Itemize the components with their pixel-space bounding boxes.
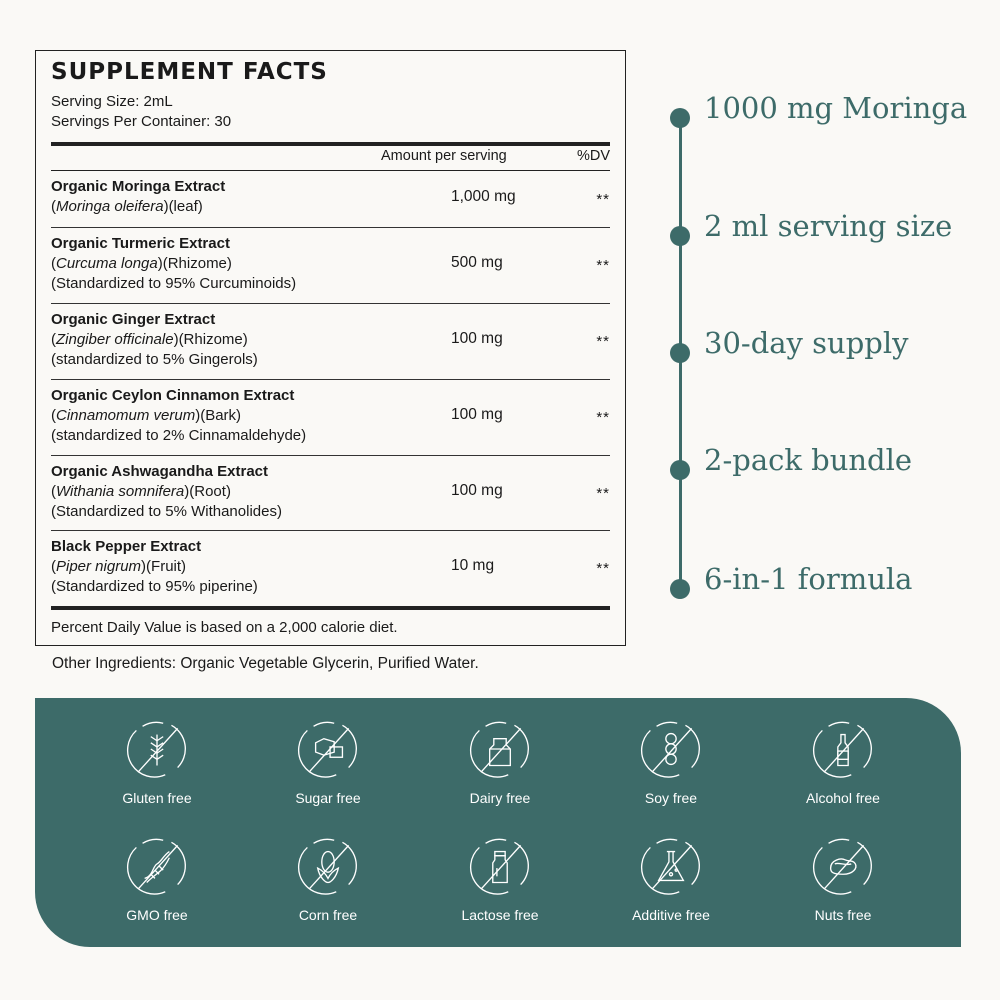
dna-icon (127, 838, 186, 895)
badge-label: Soy free (644, 790, 698, 806)
facts-row: Organic Moringa Extract (Moringa oleifera… (51, 171, 610, 228)
standardization: (Standardized to 5% Withanolides) (51, 503, 282, 520)
badge-label: Lactose free (461, 907, 539, 923)
badge-sugar-free: Sugar free (258, 716, 398, 806)
badge-label: GMO free (126, 907, 188, 923)
badge-alcohol-free: Alcohol free (773, 716, 913, 806)
badge-soy-free: Soy free (601, 716, 741, 806)
ingredient-name: Organic Turmeric Extract (51, 235, 230, 252)
badge-nuts-free: Nuts free (773, 833, 913, 923)
daily-value: ** (596, 409, 610, 426)
amount: 100 mg (451, 330, 503, 347)
ingredient-name: Organic Ashwagandha Extract (51, 463, 269, 480)
thick-rule (51, 142, 610, 146)
flask-icon (641, 838, 700, 895)
daily-value: ** (596, 560, 610, 577)
badge-label: Dairy free (469, 790, 531, 806)
servings-per-container: Servings Per Container: 30 (51, 113, 232, 130)
badge-label: Additive free (632, 907, 710, 923)
facts-row: Organic Ceylon Cinnamon Extract (Cinnamom… (51, 380, 610, 456)
highlight-text: 2-pack bundle (704, 443, 913, 477)
latin-name: Cinnamomum verum (56, 407, 196, 424)
milk-carton-icon (470, 721, 529, 778)
badge-label: Sugar free (295, 790, 361, 806)
latin-name: Curcuma longa (56, 255, 158, 272)
highlight-text: 1000 mg Moringa (704, 91, 968, 125)
amount-header: Amount per serving (381, 148, 507, 164)
ingredient-name: Black Pepper Extract (51, 538, 202, 555)
highlight-text: 30-day supply (704, 326, 909, 360)
plant-part: (Rhizome) (162, 255, 232, 272)
bottle-icon (813, 721, 872, 778)
amount: 100 mg (451, 482, 503, 499)
latin-name: Withania somnifera (56, 483, 185, 500)
timeline-dot-icon (670, 226, 690, 246)
standardization: (standardized to 5% Gingerols) (51, 351, 258, 368)
sugar-cubes-icon (298, 721, 357, 778)
plant-part: (Rhizome) (178, 331, 248, 348)
standardization: (standardized to 2% Cinnamaldehyde) (51, 427, 307, 444)
latin-name: Moringa oleifera (56, 198, 164, 215)
timeline-dot-icon (670, 460, 690, 480)
facts-title: SUPPLEMENT FACTS (51, 59, 328, 85)
latin-name: Piper nigrum (56, 558, 142, 575)
badge-lactose-free: Lactose free (430, 833, 570, 923)
plant-part: (leaf) (168, 198, 203, 215)
dv-header: %DV (576, 148, 610, 164)
amount: 1,000 mg (451, 188, 516, 205)
plant-part: (Fruit) (146, 558, 187, 575)
facts-row: Organic Turmeric Extract (Curcuma longa)(… (51, 228, 610, 304)
other-ingredients: Other Ingredients: Organic Vegetable Gly… (52, 655, 479, 672)
badge-gmo-free: GMO free (87, 833, 227, 923)
timeline-dot-icon (670, 343, 690, 363)
free-from-panel (35, 698, 961, 947)
milk-bottle-icon (470, 838, 529, 895)
timeline-dot-icon (670, 108, 690, 128)
nut-icon (813, 838, 872, 895)
thin-rule (51, 170, 610, 171)
timeline-dot-icon (670, 579, 690, 599)
badge-label: Gluten free (122, 790, 192, 806)
corn-icon (298, 838, 357, 895)
amount: 10 mg (451, 557, 495, 574)
amount: 500 mg (451, 254, 503, 271)
badge-gluten-free: Gluten free (87, 716, 227, 806)
plant-part: (Root) (189, 483, 231, 500)
badge-label: Corn free (298, 907, 358, 923)
latin-name: Zingiber officinale (56, 331, 174, 348)
thick-rule (51, 606, 610, 610)
standardization: (Standardized to 95% Curcuminoids) (51, 275, 297, 292)
highlight-text: 6-in-1 formula (704, 562, 913, 596)
daily-value: ** (596, 191, 610, 208)
daily-value: ** (596, 485, 610, 502)
daily-value: ** (596, 257, 610, 274)
facts-row: Organic Ginger Extract (Zingiber officina… (51, 304, 610, 380)
badge-dairy-free: Dairy free (430, 716, 570, 806)
standardization: (Standardized to 95% piperine) (51, 578, 258, 595)
footnote: Percent Daily Value is based on a 2,000 … (51, 619, 398, 636)
badge-additive-free: Additive free (601, 833, 741, 923)
highlight-text: 2 ml serving size (704, 209, 953, 243)
badge-corn-free: Corn free (258, 833, 398, 923)
serving-size: Serving Size: 2mL (51, 93, 173, 110)
amount: 100 mg (451, 406, 503, 423)
wheat-icon (127, 721, 186, 778)
daily-value: ** (596, 333, 610, 350)
ingredient-name: Organic Ceylon Cinnamon Extract (51, 387, 295, 404)
facts-row: Organic Ashwagandha Extract (Withania som… (51, 456, 610, 531)
badge-label: Nuts free (814, 907, 872, 923)
ingredient-name: Organic Ginger Extract (51, 311, 216, 328)
ingredient-name: Organic Moringa Extract (51, 178, 226, 195)
badge-label: Alcohol free (806, 790, 880, 806)
supplement-facts-panel: SUPPLEMENT FACTS Serving Size: 2mL Servi… (35, 50, 626, 646)
plant-part: (Bark) (200, 407, 242, 424)
facts-row: Black Pepper Extract (Piper nigrum)(Fruit… (51, 538, 610, 595)
soybean-icon (641, 721, 700, 778)
